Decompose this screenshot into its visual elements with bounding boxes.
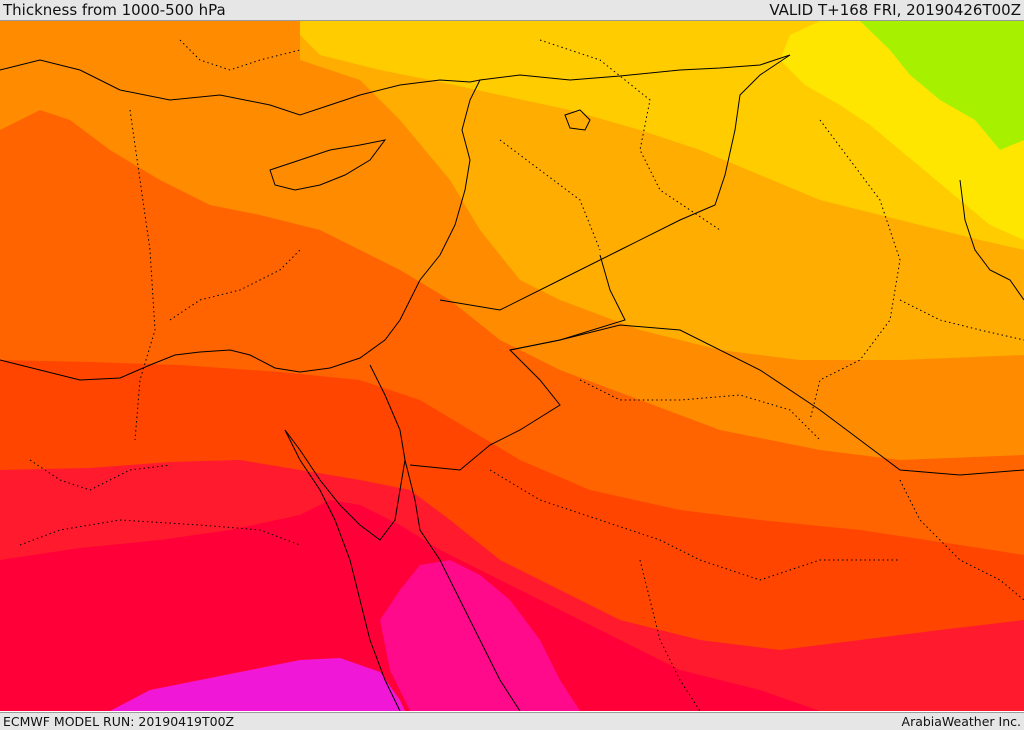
province-boundary (499, 139, 601, 251)
lake-outline (564, 109, 591, 131)
red-sea-west-coastline (284, 429, 401, 711)
province-boundary (29, 459, 171, 491)
province-boundary (639, 559, 701, 711)
thickness-bands (0, 21, 1024, 711)
thickness-map (0, 21, 1024, 711)
province-boundary (579, 379, 821, 441)
header-bar: Thickness from 1000-500 hPa VALID T+168 … (0, 0, 1024, 21)
jordan-border (409, 254, 626, 471)
credit-label: ArabiaWeather Inc. (901, 714, 1021, 729)
red-sea-east-coastline (404, 459, 521, 711)
province-boundary (129, 109, 156, 441)
gulf-of-suez-coastline (284, 429, 406, 541)
band-deep-pink (380, 560, 580, 711)
mediterranean-coastline (0, 79, 481, 381)
coastlines-and-borders (0, 54, 1024, 711)
province-boundary (169, 249, 301, 321)
band-magenta (110, 658, 405, 711)
footer-bar: ECMWF MODEL RUN: 20190419T00Z ArabiaWeat… (0, 712, 1024, 730)
map-canvas (0, 21, 1024, 711)
province-boundary (539, 39, 721, 231)
province-boundary (899, 299, 1024, 341)
province-boundary (179, 39, 301, 71)
cyprus-island (269, 139, 387, 191)
province-boundaries (19, 39, 1024, 711)
model-run-label: ECMWF MODEL RUN: 20190419T00Z (3, 714, 235, 729)
saudi-iraq-border (509, 324, 1024, 476)
band-lime (860, 21, 1024, 150)
iraq-border (439, 54, 791, 311)
valid-time-label: VALID T+168 FRI, 20190426T00Z (769, 1, 1021, 19)
province-boundary (489, 469, 900, 581)
map-title: Thickness from 1000-500 hPa (3, 1, 226, 19)
egypt-israel-border (369, 364, 406, 461)
persian-gulf-coastline (959, 179, 1024, 301)
turkey-coastline (0, 54, 791, 116)
province-boundary (809, 119, 901, 421)
